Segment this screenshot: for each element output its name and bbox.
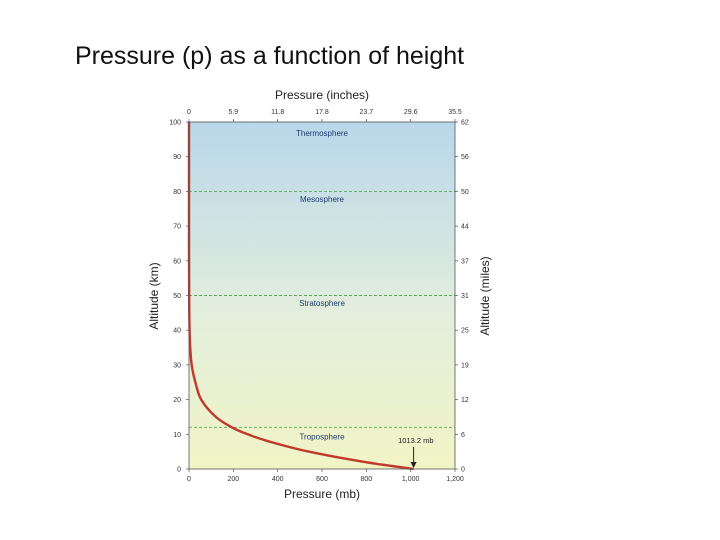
top-tick-label: 11.8 (271, 109, 284, 116)
layer-label-stratosphere: Stratosphere (299, 299, 345, 308)
x-tick-label: 1,000 (402, 476, 420, 483)
y-tick-label: 40 (173, 328, 181, 335)
x-tick-label: 1,200 (446, 476, 464, 483)
right-tick-label: 0 (461, 467, 465, 474)
top-tick-label: 23.7 (360, 109, 374, 116)
right-tick-label: 25 (461, 328, 469, 335)
y-axis-title: Altitude (km) (147, 262, 161, 329)
right-tick-label: 50 (461, 189, 469, 196)
right-tick-label: 12 (461, 397, 469, 404)
top-tick-label: 5.9 (228, 109, 238, 116)
right-tick-label: 31 (461, 293, 469, 300)
top-axis-title: Pressure (inches) (275, 88, 369, 102)
x-tick-label: 800 (360, 476, 372, 483)
y-tick-label: 0 (177, 467, 181, 474)
right-tick-label: 62 (461, 120, 469, 127)
right-tick-label: 6 (461, 432, 465, 439)
y-tick-label: 100 (169, 120, 181, 127)
x-tick-label: 600 (316, 476, 328, 483)
y-tick-label: 50 (173, 293, 181, 300)
layer-label-thermosphere: Thermosphere (296, 129, 349, 138)
right-tick-label: 37 (461, 258, 469, 265)
y-tick-label: 70 (173, 224, 181, 231)
x-tick-label: 200 (227, 476, 239, 483)
right-tick-label: 56 (461, 154, 469, 161)
y-tick-label: 30 (173, 362, 181, 369)
x-tick-label: 0 (187, 476, 191, 483)
top-tick-label: 17.8 (315, 109, 329, 116)
top-tick-label: 35.5 (448, 109, 462, 116)
annotation-label: 1013.2 mb (398, 436, 433, 445)
top-tick-label: 0 (187, 109, 191, 116)
y-tick-label: 10 (173, 432, 181, 439)
top-tick-label: 29.6 (404, 109, 418, 116)
y-tick-label: 60 (173, 258, 181, 265)
y-tick-label: 90 (173, 154, 181, 161)
annotation-arrow-head (410, 462, 417, 468)
x-tick-label: 400 (272, 476, 284, 483)
y-tick-label: 20 (173, 397, 181, 404)
right-tick-label: 44 (461, 224, 469, 231)
layer-label-troposphere: Troposphere (299, 433, 345, 442)
y-tick-label: 80 (173, 189, 181, 196)
slide-title: Pressure (p) as a function of height (75, 42, 465, 70)
right-axis-title: Altitude (miles) (478, 256, 492, 335)
x-axis-title: Pressure (mb) (284, 487, 360, 501)
right-tick-label: 19 (461, 362, 469, 369)
layer-label-mesosphere: Mesosphere (300, 195, 345, 204)
